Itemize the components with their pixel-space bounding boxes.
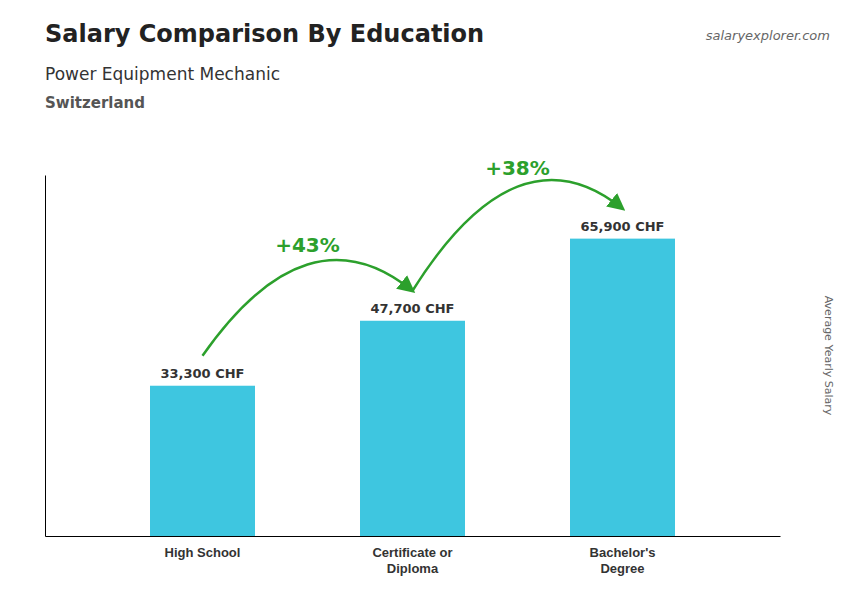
y-axis-title: Average Yearly Salary bbox=[822, 296, 835, 416]
subtitle: Switzerland bbox=[45, 94, 145, 112]
change-arrow bbox=[203, 260, 413, 356]
x-tick-label-line: Diploma bbox=[387, 561, 439, 576]
x-tick-label-line: High School bbox=[165, 545, 241, 560]
x-axis-line bbox=[46, 536, 781, 537]
x-tick-label-line: Bachelor's bbox=[590, 545, 656, 560]
x-tick-label-line: Certificate or bbox=[372, 545, 452, 560]
data-label: 33,300 CHF bbox=[161, 366, 245, 381]
x-tick: High School bbox=[165, 545, 241, 560]
x-tick-label-line: Degree bbox=[600, 561, 644, 576]
change-label: +43% bbox=[275, 233, 340, 257]
title: Salary Comparison By Education bbox=[45, 20, 484, 48]
bars bbox=[150, 239, 675, 536]
source-label: salaryexplorer.com bbox=[706, 28, 830, 43]
x-tick: Certificate orDiploma bbox=[372, 545, 452, 576]
change-label: +38% bbox=[485, 156, 550, 180]
x-tick-label: Bachelor'sDegree bbox=[590, 545, 656, 576]
bar bbox=[570, 239, 675, 536]
x-tick: Bachelor'sDegree bbox=[590, 545, 656, 576]
data-label: 47,700 CHF bbox=[371, 301, 455, 316]
x-tick-label: Certificate orDiploma bbox=[372, 545, 452, 576]
bar bbox=[360, 321, 465, 536]
annotations: +43% +38% bbox=[203, 156, 623, 356]
change-arrow bbox=[413, 180, 623, 291]
plot: High School Certificate orDiploma Bachelor… bbox=[46, 156, 781, 576]
y-axis-line bbox=[45, 176, 46, 537]
x-axis: High School Certificate orDiploma Bachelor… bbox=[46, 537, 781, 576]
data-labels: 33,300 CHF 47,700 CHF 65,900 CHF bbox=[161, 219, 665, 381]
bar bbox=[150, 386, 255, 536]
y-axis bbox=[45, 176, 46, 537]
x-tick-label: High School bbox=[165, 545, 241, 560]
chart: Salary Comparison By Education Power Equi… bbox=[0, 0, 850, 606]
subtitle: Power Equipment Mechanic bbox=[45, 64, 280, 84]
data-label: 65,900 CHF bbox=[581, 219, 665, 234]
